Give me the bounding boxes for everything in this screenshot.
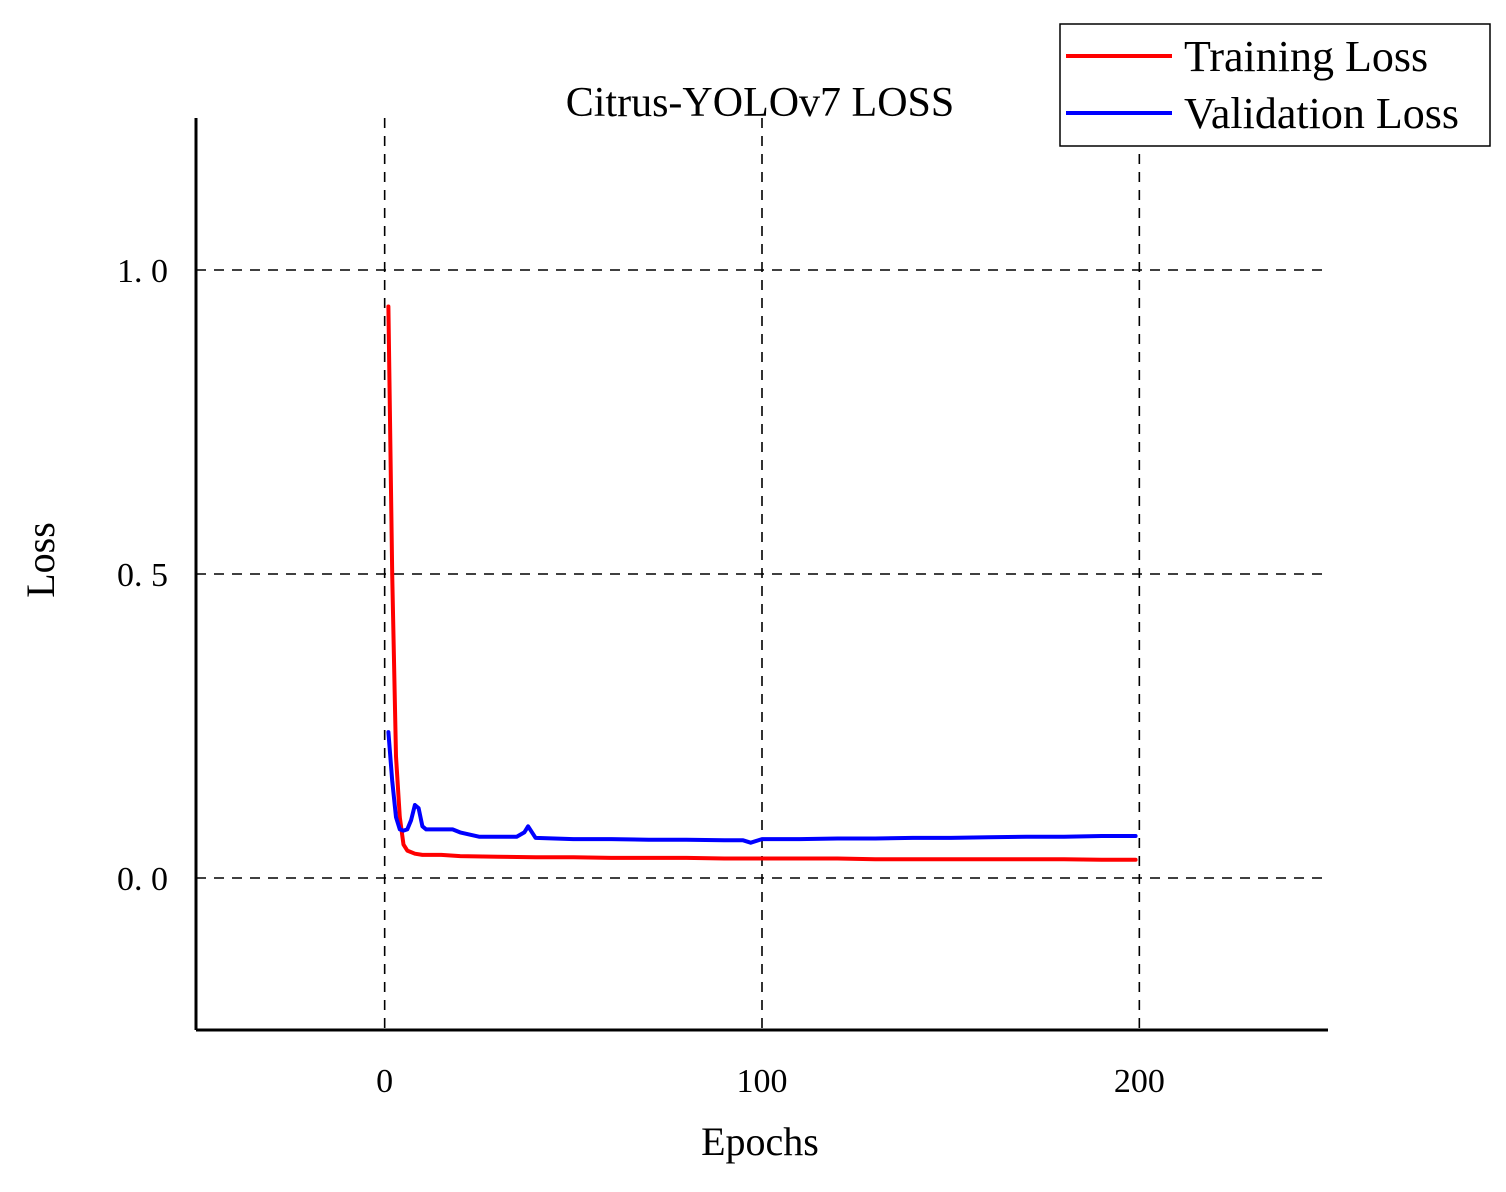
tick-labels: 0 100 200 1. 0 0. 5 0. 0 bbox=[117, 253, 1165, 1100]
legend-label-validation: Validation Loss bbox=[1184, 89, 1459, 138]
x-tick-label: 0 bbox=[376, 1063, 393, 1100]
axes bbox=[194, 118, 1328, 1032]
y-tick-label: 1. 0 bbox=[117, 253, 168, 290]
series-line-validation bbox=[386, 730, 1138, 845]
y-tick-label: 0. 5 bbox=[117, 557, 168, 594]
x-tick-label: 200 bbox=[1114, 1063, 1165, 1100]
y-tick-label: 0. 0 bbox=[117, 861, 168, 898]
grid-lines bbox=[196, 118, 1328, 1030]
x-axis-title: Epochs bbox=[701, 1119, 819, 1164]
y-axis-title: Loss bbox=[18, 522, 63, 598]
x-tick-label: 100 bbox=[737, 1063, 788, 1100]
legend-label-training: Training Loss bbox=[1184, 32, 1428, 81]
legend: Training Loss Validation Loss bbox=[1059, 23, 1491, 147]
series-lines bbox=[386, 304, 1138, 862]
legend-box bbox=[1059, 23, 1491, 147]
chart-title: Citrus-YOLOv7 LOSS bbox=[566, 80, 955, 126]
series-line-training bbox=[386, 304, 1138, 862]
